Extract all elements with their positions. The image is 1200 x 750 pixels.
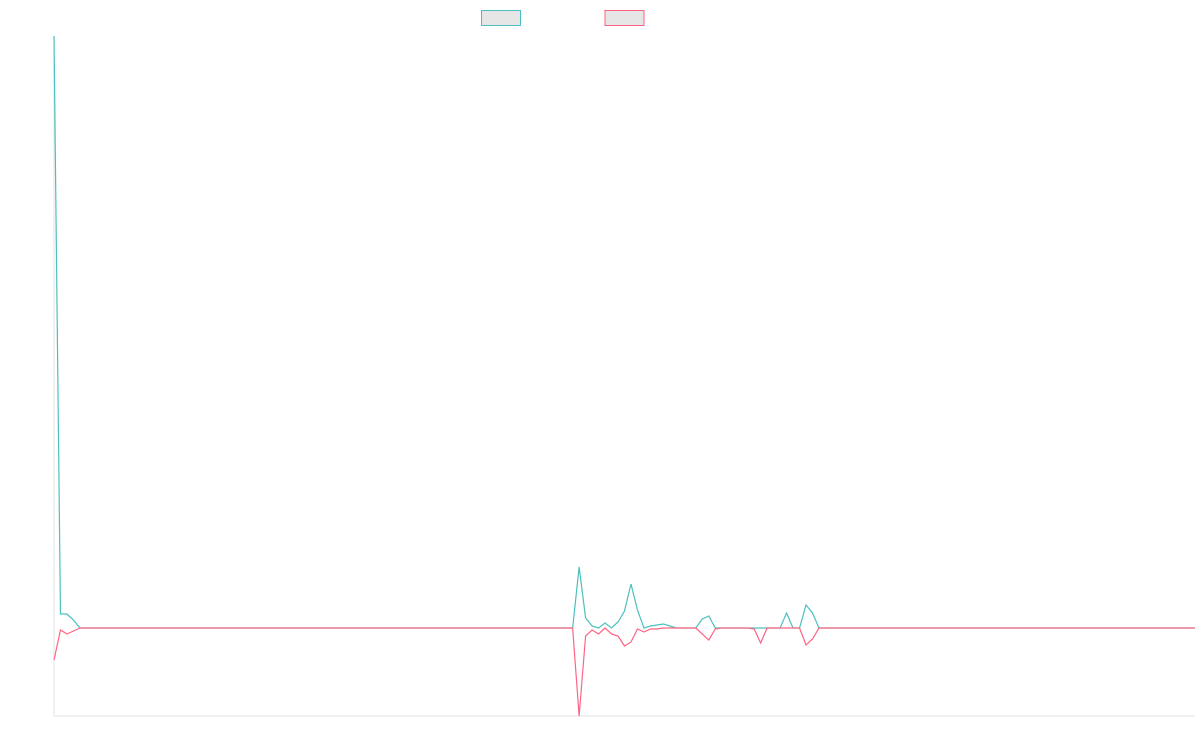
series-line <box>53 35 1195 629</box>
legend-swatch <box>604 10 645 26</box>
legend-swatch <box>481 10 521 26</box>
series-line <box>53 627 1195 717</box>
